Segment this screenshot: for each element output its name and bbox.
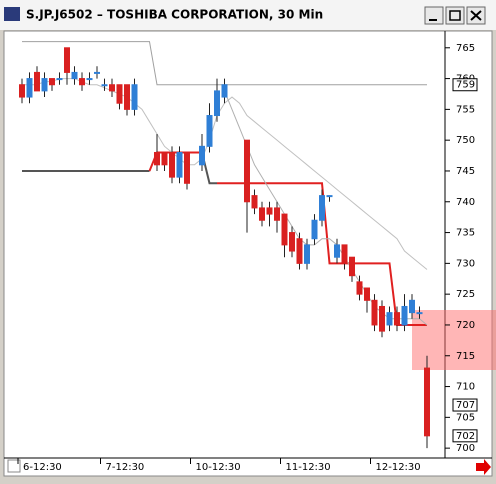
y-tick-label: 725 <box>456 289 475 300</box>
x-tick-label: 7-12:30 <box>106 462 145 473</box>
candle-body <box>289 232 295 252</box>
overlay-line <box>224 90 428 326</box>
candle-body <box>206 115 213 147</box>
y-tick-label: 765 <box>456 43 475 54</box>
candle-body <box>199 145 205 166</box>
y-tick-label: 735 <box>456 228 475 239</box>
candle-body <box>94 71 100 74</box>
candle-body <box>296 238 303 264</box>
scroll-arrow[interactable] <box>476 459 491 475</box>
candle-body <box>169 151 175 178</box>
candle-body <box>266 207 273 215</box>
candle-body <box>274 207 280 221</box>
chart-panel <box>3 30 493 477</box>
close-icon <box>470 10 482 21</box>
price-marker-label: 707 <box>456 400 475 411</box>
window-buttons[interactable] <box>424 6 486 25</box>
y-tick-label: 705 <box>456 412 475 423</box>
app-icon <box>4 7 20 21</box>
candle-body <box>356 281 363 295</box>
candle-body <box>64 47 70 73</box>
candle-body <box>259 207 265 221</box>
candle-body <box>41 78 48 92</box>
candle-body <box>334 244 340 258</box>
candle-body <box>79 78 85 86</box>
candle-body <box>424 367 430 437</box>
y-tick-label: 750 <box>456 135 475 146</box>
candle-body <box>34 71 40 92</box>
y-tick-label: 755 <box>456 104 475 115</box>
candle-body <box>176 151 183 178</box>
candle-body <box>161 151 168 166</box>
candle-body <box>86 78 93 81</box>
price-marker-box <box>452 398 478 412</box>
candle-body <box>341 244 348 264</box>
y-tick-label: 715 <box>456 351 475 362</box>
candle-body <box>26 78 33 98</box>
candle-body <box>326 195 333 198</box>
candle-body <box>319 195 325 221</box>
price-marker-label: 759 <box>456 80 475 91</box>
candle-body <box>251 195 258 209</box>
candle-body <box>371 299 378 326</box>
candle-body <box>101 84 108 87</box>
candle-body <box>154 151 160 166</box>
candle-body <box>409 299 415 314</box>
maximize-icon <box>449 10 461 21</box>
candle-body <box>311 219 318 240</box>
candle-body <box>131 84 138 110</box>
candle-body <box>56 78 63 81</box>
candle-body <box>109 84 115 92</box>
candle-body <box>244 139 250 203</box>
x-tick-label: 11-12:30 <box>286 462 331 473</box>
price-marker-box <box>452 429 478 443</box>
y-tick-label: 710 <box>456 382 475 393</box>
candle-body <box>221 84 228 98</box>
candle-body <box>416 312 423 315</box>
highlight-box <box>412 310 496 370</box>
candle-body <box>379 305 385 332</box>
minimize-button[interactable] <box>424 6 444 25</box>
y-tick-label: 745 <box>456 166 475 177</box>
candle-body <box>394 312 400 326</box>
candle-body <box>401 305 408 326</box>
candle-body <box>386 312 393 326</box>
y-tick-label: 700 <box>456 443 475 454</box>
y-tick-label: 730 <box>456 258 475 269</box>
x-tick-label: 10-12:30 <box>196 462 241 473</box>
window-title: S.JP.J6502 – TOSHIBA CORPORATION, 30 Min <box>26 8 323 22</box>
title-bar <box>0 0 496 30</box>
scroll-box[interactable] <box>7 459 21 473</box>
price-marker-box <box>452 78 478 92</box>
candle-body <box>304 244 310 264</box>
candle-body <box>19 84 25 98</box>
maximize-button[interactable] <box>445 6 465 25</box>
y-tick-label: 740 <box>456 197 475 208</box>
candle-body <box>214 90 220 117</box>
candle-body <box>364 287 370 301</box>
candle-body <box>184 151 190 184</box>
candle-body <box>116 84 123 104</box>
price-marker-label: 702 <box>456 431 475 442</box>
y-tick-label: 720 <box>456 320 475 331</box>
candle-body <box>71 71 78 80</box>
candle-body <box>281 213 288 246</box>
candle-body <box>349 256 355 277</box>
candle-body <box>49 78 55 86</box>
x-tick-label: 12-12:30 <box>376 462 421 473</box>
x-tick-label: 6-12:30 <box>23 462 62 473</box>
candle-body <box>124 84 130 110</box>
